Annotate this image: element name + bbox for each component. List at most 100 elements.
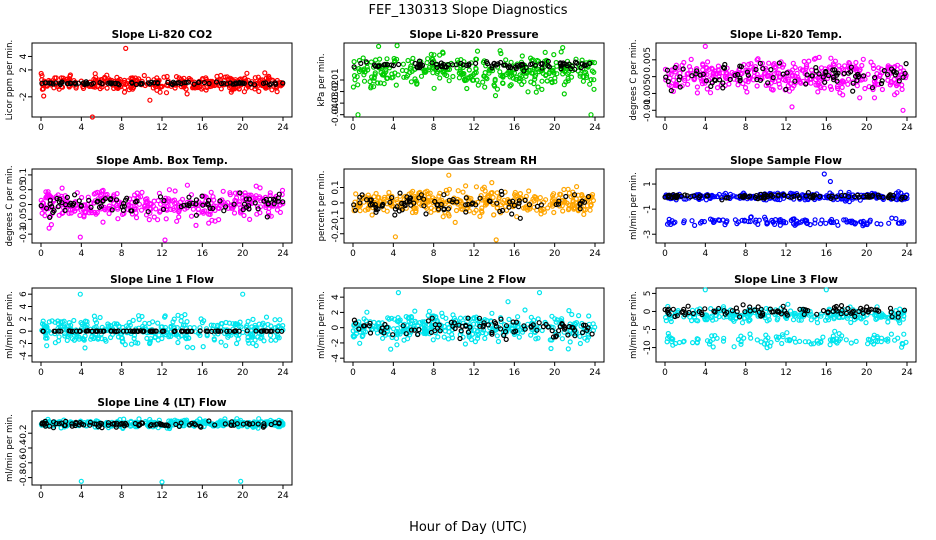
data-point xyxy=(771,60,777,67)
data-point xyxy=(411,327,418,333)
data-point xyxy=(42,80,48,86)
data-point xyxy=(495,338,501,345)
data-point xyxy=(178,318,184,324)
data-point xyxy=(784,70,790,76)
data-point xyxy=(477,213,483,219)
data-point xyxy=(860,73,867,79)
data-point xyxy=(475,82,481,88)
data-point xyxy=(693,71,699,77)
data-point xyxy=(408,314,414,320)
data-point xyxy=(421,203,427,209)
data-point xyxy=(403,314,409,320)
data-point xyxy=(426,308,432,314)
data-point xyxy=(857,67,863,73)
x-tick-label: 8 xyxy=(431,123,437,133)
data-point xyxy=(389,195,395,201)
data-point xyxy=(171,331,177,337)
data-point xyxy=(155,198,161,204)
data-point xyxy=(248,332,254,338)
data-point xyxy=(394,342,400,348)
data-point xyxy=(138,207,145,213)
data-point xyxy=(853,338,859,344)
data-point xyxy=(592,324,598,330)
data-point xyxy=(203,328,209,334)
x-tick-label: 4 xyxy=(702,249,708,259)
data-point xyxy=(76,198,82,204)
y-tick-label: -2 xyxy=(19,92,29,101)
data-point xyxy=(836,63,842,69)
x-tick-label: 16 xyxy=(821,368,833,378)
data-point xyxy=(543,321,549,328)
data-point xyxy=(257,185,263,191)
data-point xyxy=(471,210,477,216)
data-point xyxy=(565,186,571,192)
data-point xyxy=(119,204,125,210)
data-point xyxy=(382,321,388,328)
data-point xyxy=(878,80,885,87)
x-tick-label: 16 xyxy=(509,249,521,259)
data-point xyxy=(899,82,905,88)
data-point xyxy=(806,339,812,345)
data-point xyxy=(458,328,464,334)
data-point xyxy=(465,201,471,207)
data-point xyxy=(895,314,901,320)
data-point xyxy=(181,202,187,208)
data-point xyxy=(516,198,522,204)
data-point xyxy=(865,71,871,78)
data-point xyxy=(522,197,528,203)
data-point xyxy=(838,303,845,309)
data-point xyxy=(519,329,526,335)
data-point xyxy=(163,422,169,428)
data-point xyxy=(562,61,568,67)
data-point xyxy=(836,331,842,337)
data-point xyxy=(503,323,510,329)
data-point xyxy=(724,309,730,315)
data-point xyxy=(425,197,431,204)
data-point xyxy=(831,314,838,320)
data-point xyxy=(786,337,792,343)
data-point xyxy=(577,206,583,212)
y-tick-label: -0.8 xyxy=(19,469,29,487)
data-point xyxy=(674,313,681,319)
data-point xyxy=(415,331,421,338)
data-point xyxy=(551,209,557,216)
data-point xyxy=(173,73,180,80)
data-point xyxy=(391,316,397,322)
data-point xyxy=(494,333,500,339)
data-point xyxy=(401,74,407,80)
data-point xyxy=(96,77,102,83)
data-point xyxy=(837,336,843,342)
data-point xyxy=(418,63,424,69)
data-point xyxy=(428,329,434,335)
data-point xyxy=(507,199,513,205)
data-point xyxy=(64,337,70,343)
data-point xyxy=(436,322,442,328)
data-point xyxy=(528,314,534,320)
panel-title: Slope Line 2 Flow xyxy=(422,274,526,286)
data-point xyxy=(246,196,252,202)
y-tick-label: 0.005 xyxy=(643,47,653,73)
data-point xyxy=(793,221,800,227)
data-point xyxy=(804,75,810,81)
data-point xyxy=(181,80,187,86)
data-point xyxy=(84,80,90,86)
data-point xyxy=(410,188,416,194)
data-point xyxy=(193,212,199,218)
x-tick-label: 12 xyxy=(468,249,479,259)
data-point xyxy=(707,90,714,96)
data-point xyxy=(763,192,769,198)
data-point xyxy=(796,338,803,344)
x-tick-label: 20 xyxy=(549,368,561,378)
data-point xyxy=(50,209,56,215)
data-point xyxy=(760,66,766,72)
data-point xyxy=(413,205,419,211)
data-point xyxy=(237,319,243,325)
data-point xyxy=(61,318,67,324)
data-point xyxy=(662,194,668,200)
data-point xyxy=(380,201,386,207)
data-point xyxy=(357,340,363,346)
data-point xyxy=(200,75,206,82)
data-point xyxy=(555,201,562,207)
data-point xyxy=(141,328,147,334)
data-point xyxy=(782,77,789,84)
